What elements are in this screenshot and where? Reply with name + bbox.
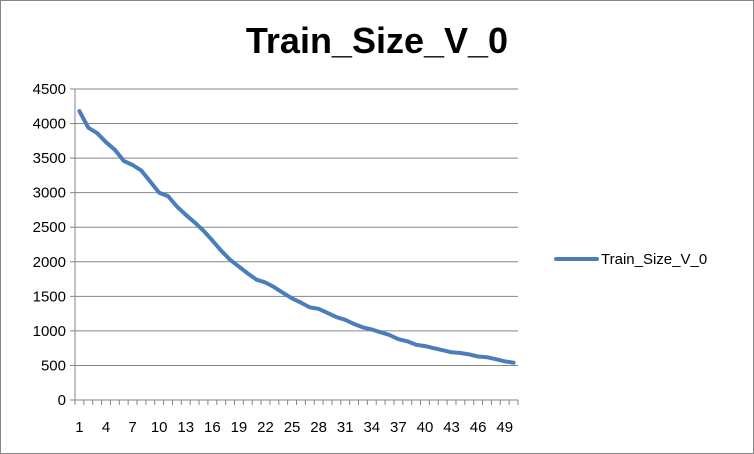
y-tick-label: 1000 xyxy=(33,323,66,340)
series-layer xyxy=(77,109,516,365)
chart-title: Train_Size_V_0 xyxy=(245,20,509,61)
x-tick-label: 1 xyxy=(75,419,83,436)
x-tick-label: 7 xyxy=(128,419,136,436)
x-tick-label: 46 xyxy=(470,419,487,436)
x-tick-label: 28 xyxy=(310,419,327,436)
y-tick-label: 4000 xyxy=(33,116,66,133)
axes xyxy=(70,88,519,405)
series-line xyxy=(77,109,516,365)
x-tick-label: 25 xyxy=(284,419,301,436)
x-tick-label: 37 xyxy=(390,419,407,436)
y-tick-label: 500 xyxy=(41,357,66,374)
y-tick-label: 2000 xyxy=(33,254,66,271)
x-tick-labels: 1 4 7 10 13 16 19 22 25 28 31 34 37 40 43 46 49 xyxy=(75,419,513,436)
x-tick-label: 16 xyxy=(204,419,221,436)
y-tick-labels: 0 500 1000 1500 2000 2500 3000 3500 4000 4500 xyxy=(33,81,66,409)
gridlines xyxy=(75,88,518,366)
x-tick-label: 13 xyxy=(177,419,194,436)
legend-label: Train_Size_V_0 xyxy=(601,251,707,268)
x-tick-label: 34 xyxy=(363,419,380,436)
y-tick-label: 3500 xyxy=(33,150,66,167)
x-tick-label: 10 xyxy=(151,419,168,436)
x-tick-label: 31 xyxy=(337,419,354,436)
x-tick-label: 40 xyxy=(417,419,434,436)
y-tick-label: 3000 xyxy=(33,185,66,202)
y-tick-label: 4500 xyxy=(33,81,66,98)
legend: Train_Size_V_0 xyxy=(554,251,707,268)
y-tick-label: 1500 xyxy=(33,288,66,305)
x-tick-label: 4 xyxy=(102,419,110,436)
x-tick-label: 22 xyxy=(257,419,274,436)
x-tick-label: 49 xyxy=(496,419,513,436)
x-tick-label: 19 xyxy=(231,419,248,436)
y-tick-label: 2500 xyxy=(33,219,66,236)
x-tick-label: 43 xyxy=(443,419,460,436)
y-tick-label: 0 xyxy=(58,392,66,409)
